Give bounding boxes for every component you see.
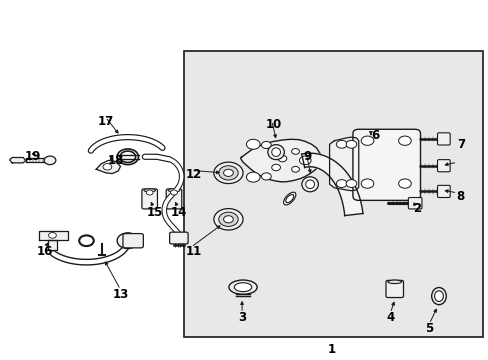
Circle shape xyxy=(299,156,310,165)
Text: 12: 12 xyxy=(185,168,201,181)
Circle shape xyxy=(146,190,153,195)
Circle shape xyxy=(361,136,373,145)
Circle shape xyxy=(346,180,356,188)
Text: 17: 17 xyxy=(98,114,114,127)
Text: 7: 7 xyxy=(456,138,464,151)
Circle shape xyxy=(271,164,280,171)
Ellipse shape xyxy=(234,283,251,292)
Text: 15: 15 xyxy=(146,206,163,219)
Circle shape xyxy=(218,166,238,180)
Circle shape xyxy=(336,140,346,148)
Text: 9: 9 xyxy=(303,150,311,163)
Circle shape xyxy=(398,179,410,188)
Ellipse shape xyxy=(431,288,446,305)
Polygon shape xyxy=(26,158,50,162)
Circle shape xyxy=(170,190,177,195)
FancyBboxPatch shape xyxy=(437,185,449,198)
FancyBboxPatch shape xyxy=(142,189,157,209)
Circle shape xyxy=(246,172,260,182)
Bar xyxy=(183,51,482,337)
FancyBboxPatch shape xyxy=(352,129,420,201)
FancyBboxPatch shape xyxy=(166,189,182,209)
Polygon shape xyxy=(301,153,362,216)
Polygon shape xyxy=(10,157,26,163)
Text: 14: 14 xyxy=(170,206,187,219)
Circle shape xyxy=(223,169,233,176)
Polygon shape xyxy=(39,231,68,240)
Text: 16: 16 xyxy=(37,245,53,258)
Circle shape xyxy=(44,156,56,165)
Circle shape xyxy=(103,163,112,170)
Circle shape xyxy=(213,162,243,184)
Ellipse shape xyxy=(305,180,314,189)
Ellipse shape xyxy=(143,189,155,192)
Circle shape xyxy=(48,233,56,238)
Text: 10: 10 xyxy=(265,118,281,131)
Text: 18: 18 xyxy=(107,154,123,167)
Circle shape xyxy=(261,173,271,180)
FancyBboxPatch shape xyxy=(437,133,449,145)
Text: 6: 6 xyxy=(371,129,379,142)
Ellipse shape xyxy=(168,189,180,192)
Text: 1: 1 xyxy=(327,343,335,356)
Circle shape xyxy=(246,139,260,149)
Ellipse shape xyxy=(285,194,293,203)
Ellipse shape xyxy=(283,192,295,205)
Text: 3: 3 xyxy=(238,311,245,324)
FancyBboxPatch shape xyxy=(122,234,143,248)
Text: 5: 5 xyxy=(424,322,432,335)
Circle shape xyxy=(398,136,410,145)
Circle shape xyxy=(223,216,233,223)
Circle shape xyxy=(291,166,299,172)
Text: 11: 11 xyxy=(185,245,201,258)
Circle shape xyxy=(213,208,243,230)
Ellipse shape xyxy=(301,177,318,192)
Circle shape xyxy=(117,233,138,249)
Ellipse shape xyxy=(434,291,443,301)
Circle shape xyxy=(278,156,286,162)
Ellipse shape xyxy=(267,145,284,159)
Circle shape xyxy=(218,212,238,226)
Polygon shape xyxy=(240,139,321,182)
Polygon shape xyxy=(96,160,120,174)
Polygon shape xyxy=(47,240,57,249)
FancyBboxPatch shape xyxy=(437,159,449,172)
FancyBboxPatch shape xyxy=(169,232,188,244)
Text: 19: 19 xyxy=(25,150,41,163)
Text: 13: 13 xyxy=(112,288,128,301)
Text: 4: 4 xyxy=(386,311,394,324)
FancyBboxPatch shape xyxy=(407,198,421,209)
Circle shape xyxy=(261,141,271,149)
Circle shape xyxy=(336,180,346,188)
Text: 2: 2 xyxy=(412,202,420,215)
Ellipse shape xyxy=(228,280,257,294)
Circle shape xyxy=(291,149,299,154)
Circle shape xyxy=(346,140,356,148)
Ellipse shape xyxy=(387,280,401,284)
Circle shape xyxy=(271,150,280,157)
Polygon shape xyxy=(329,137,358,191)
Circle shape xyxy=(361,179,373,188)
Ellipse shape xyxy=(271,148,280,157)
FancyBboxPatch shape xyxy=(385,280,403,297)
Text: 8: 8 xyxy=(456,190,464,203)
